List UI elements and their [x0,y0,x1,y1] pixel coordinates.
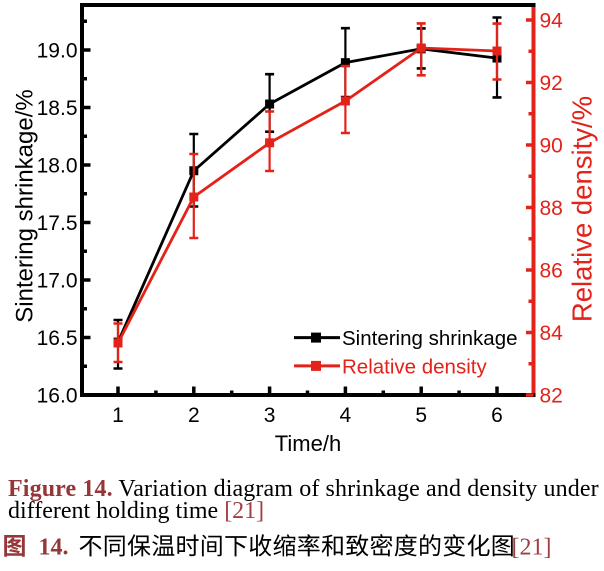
svg-text:17.0: 17.0 [37,270,78,293]
svg-text:Relative density/%: Relative density/% [567,96,598,322]
svg-text:[21]: [21] [512,535,552,561]
svg-text:86: 86 [540,260,563,283]
svg-text:Sintering shrinkage: Sintering shrinkage [342,327,518,350]
svg-text:17.5: 17.5 [37,212,78,235]
svg-text:94: 94 [540,10,564,33]
svg-text:5: 5 [415,404,427,427]
svg-text:92: 92 [540,72,563,95]
svg-text:1: 1 [112,404,124,427]
svg-text:Time/h: Time/h [275,431,341,456]
svg-text:18.0: 18.0 [37,155,78,178]
svg-text:88: 88 [540,197,563,220]
svg-text:16.0: 16.0 [37,385,78,408]
svg-text:84: 84 [540,322,564,345]
svg-text:16.5: 16.5 [37,327,78,350]
svg-text:Figure 14. Variation diagram o: Figure 14. Variation diagram of shrinkag… [8,476,599,502]
svg-text:14.: 14. [39,535,69,561]
svg-text:3: 3 [264,404,276,427]
svg-text:2: 2 [188,404,200,427]
svg-text:6: 6 [491,404,503,427]
svg-text:Relative density: Relative density [342,355,487,378]
svg-text:different holding time [21]: different holding time [21] [8,498,264,524]
svg-text:19.0: 19.0 [37,40,78,63]
svg-text:90: 90 [540,135,563,158]
svg-text:Sintering shrinkage/%: Sintering shrinkage/% [12,89,39,322]
svg-text:4: 4 [340,404,352,427]
svg-text:82: 82 [540,385,563,408]
svg-text:18.5: 18.5 [37,97,78,120]
